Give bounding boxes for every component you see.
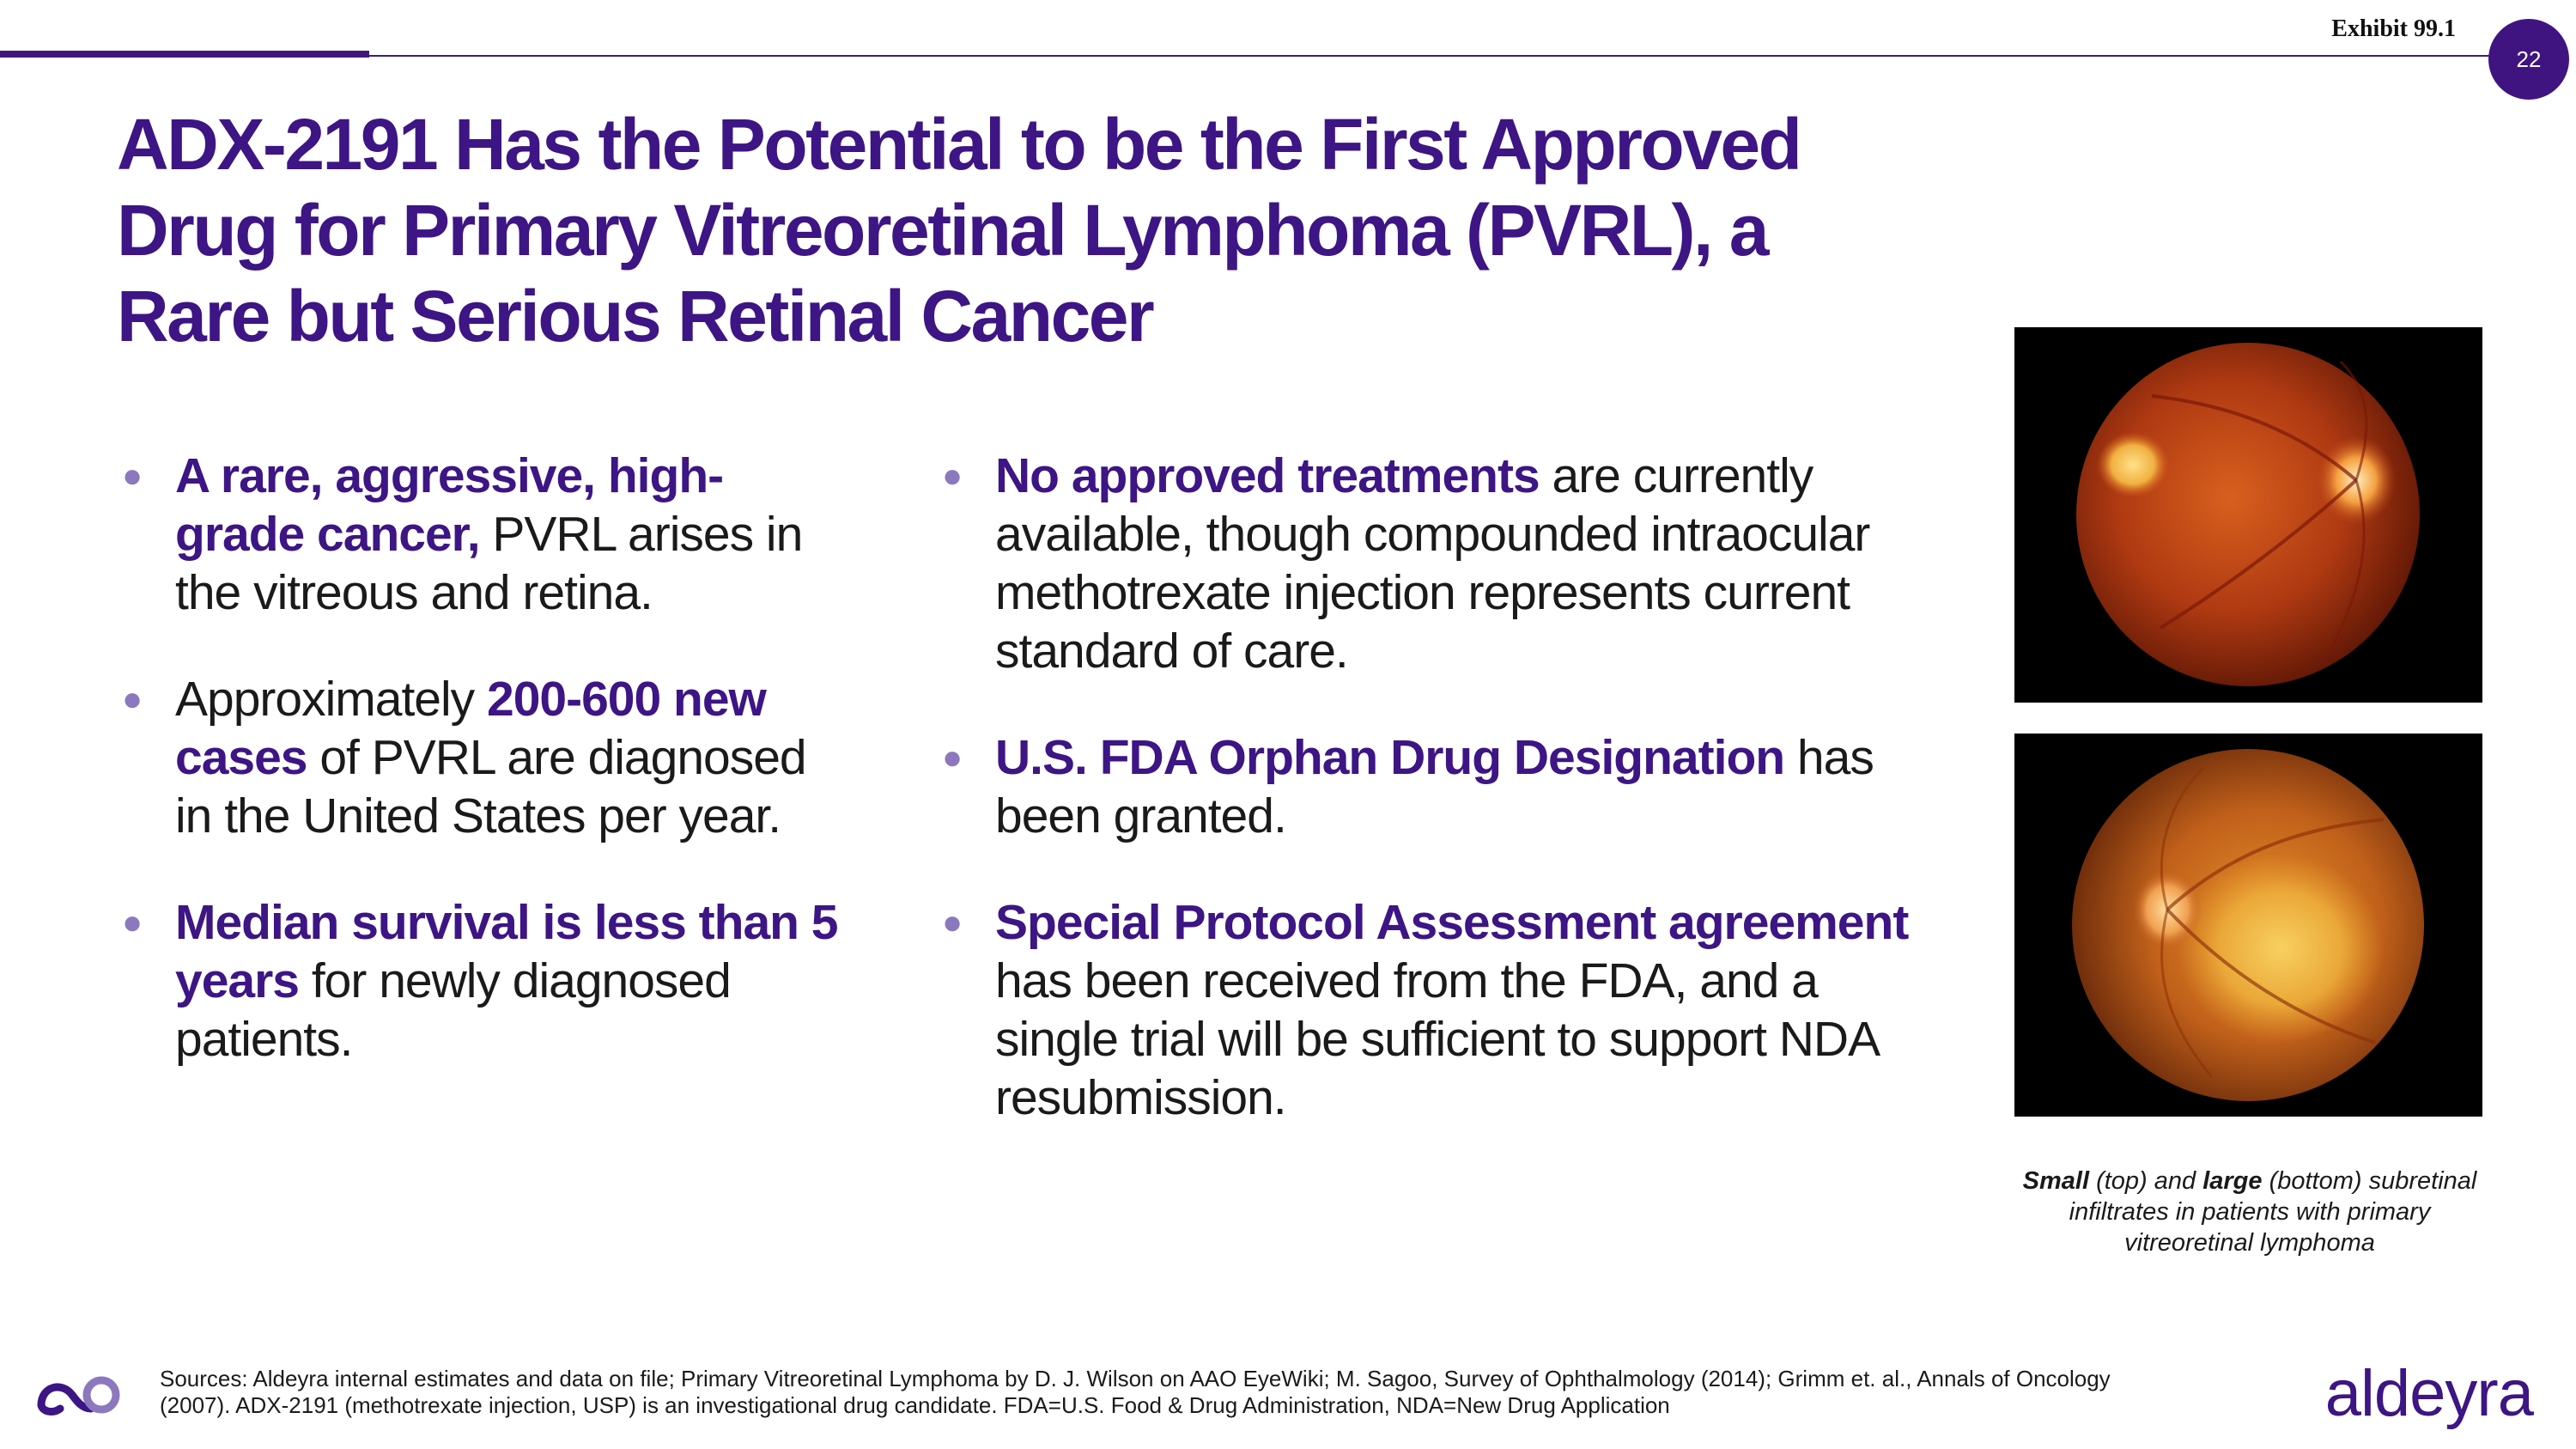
caption-large-label: large xyxy=(2202,1167,2263,1195)
exhibit-label: Exhibit 99.1 xyxy=(2331,15,2456,42)
bullet-emphasis: U.S. FDA Orphan Drug Designation xyxy=(995,730,1785,785)
bullet-rest: are currently available, though compound… xyxy=(995,448,1870,679)
header-rule-accent xyxy=(0,51,369,58)
bullet-item: ● Special Protocol Assessment agreement … xyxy=(940,893,1928,1127)
bullet-dot-icon: ● xyxy=(942,904,963,941)
aldeyra-mark-icon xyxy=(37,1376,120,1416)
bullet-emphasis: Median survival is less than 5 years xyxy=(175,895,839,1008)
bullet-dot-icon: ● xyxy=(122,904,143,941)
bullet-item: ● U.S. FDA Orphan Drug Designation has b… xyxy=(940,728,1928,845)
bullet-dot-icon: ● xyxy=(942,739,963,776)
caption-small-label: Small xyxy=(2022,1167,2090,1195)
bullet-text: A rare, aggressive, high-grade cancer, P… xyxy=(175,447,850,622)
slide-title: ADX-2191 Has the Potential to be the Fir… xyxy=(117,104,1802,356)
bullet-text: Median survival is less than 5 years for… xyxy=(175,893,850,1068)
bullet-dot-icon: ● xyxy=(942,457,963,495)
caption-text: (bottom) subretinal infiltrates in patie… xyxy=(2069,1167,2477,1257)
bullet-item: ● A rare, aggressive, high-grade cancer,… xyxy=(120,447,850,622)
right-bullet-list: ● No approved treatments are currently a… xyxy=(940,447,1928,1175)
bullet-text: Approximately 200-600 new cases of PVRL … xyxy=(175,670,850,845)
bullet-emphasis: Special Protocol Assessment agreement xyxy=(995,895,1909,950)
bullet-text: No approved treatments are currently ava… xyxy=(995,447,1928,680)
bullet-pre: Approximately xyxy=(175,672,487,727)
caption-text: (top) and xyxy=(2089,1167,2203,1195)
bullet-dot-icon: ● xyxy=(122,680,143,718)
bullet-rest: has been received from the FDA, and a si… xyxy=(995,953,1878,1125)
bullet-item: ● Approximately 200-600 new cases of PVR… xyxy=(120,670,850,845)
bullet-text: Special Protocol Assessment agreement ha… xyxy=(995,893,1928,1127)
bullet-item: ● Median survival is less than 5 years f… xyxy=(120,893,850,1068)
bullet-emphasis: 200-600 new cases xyxy=(175,672,767,785)
fundus-photo-large-infiltrate xyxy=(2014,734,2482,1117)
footer-sources: Sources: Aldeyra internal estimates and … xyxy=(160,1366,2111,1418)
bullet-emphasis: A rare, aggressive, high-grade cancer, xyxy=(175,448,724,562)
bullet-text: U.S. FDA Orphan Drug Designation has bee… xyxy=(995,728,1928,845)
bullet-rest: PVRL arises in the vitreous and retina. xyxy=(175,507,803,620)
header-rule xyxy=(0,55,2507,57)
bullet-rest: for newly diagnosed patients. xyxy=(175,953,732,1067)
page-number-badge: 22 xyxy=(2488,19,2569,100)
bullet-rest: has been granted. xyxy=(995,730,1874,843)
aldeyra-logo: aldeyra xyxy=(2324,1357,2534,1430)
image-caption: Small (top) and large (bottom) subretina… xyxy=(2009,1166,2490,1258)
left-bullet-list: ● A rare, aggressive, high-grade cancer,… xyxy=(120,447,850,1117)
bullet-rest: of PVRL are diagnosed in the United Stat… xyxy=(175,730,807,843)
fundus-photo-small-infiltrate xyxy=(2014,327,2482,703)
bullet-item: ● No approved treatments are currently a… xyxy=(940,447,1928,680)
bullet-dot-icon: ● xyxy=(122,457,143,495)
bullet-emphasis: No approved treatments xyxy=(995,448,1540,503)
